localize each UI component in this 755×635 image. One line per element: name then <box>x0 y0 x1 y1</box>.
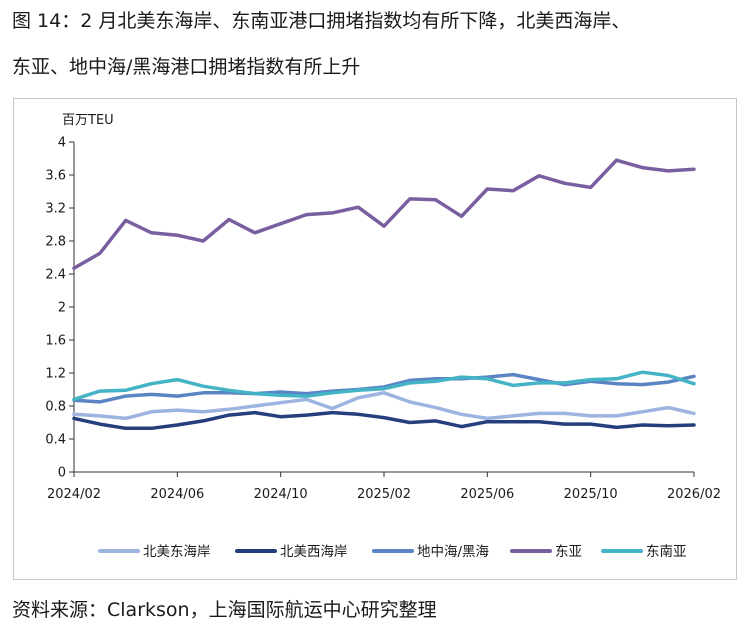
x-tick-label: 2025/02 <box>357 487 411 502</box>
y-tick-label: 2.8 <box>45 235 66 250</box>
y-tick-label: 0.8 <box>45 400 66 415</box>
y-tick-label: 2 <box>58 301 66 316</box>
y-tick-label: 1.2 <box>45 367 66 382</box>
series-line-0 <box>72 391 696 421</box>
y-tick-label: 0 <box>58 466 66 481</box>
y-tick-label: 1.6 <box>45 334 66 349</box>
x-tick-label: 2024/06 <box>150 487 204 502</box>
series-line-1 <box>72 410 696 431</box>
series-line-3 <box>72 158 696 270</box>
chart-title-line-2: 东亚、地中海/黑海港口拥堵指数有所上升 <box>12 56 361 78</box>
x-tick-label: 2024/10 <box>254 487 308 502</box>
y-tick-label: 2.4 <box>45 268 66 283</box>
x-tick-label: 2024/02 <box>47 487 101 502</box>
chart-title-line-1: 图 14：2 月北美东海岸、东南亚港口拥堵指数均有所下降，北美西海岸、 <box>12 10 631 32</box>
y-tick-label: 3.2 <box>45 202 66 217</box>
legend-label: 东南亚 <box>646 544 687 560</box>
source-note: 资料来源：Clarkson，上海国际航运中心研究整理 <box>12 599 437 621</box>
legend-label: 北美东海岸 <box>143 544 211 560</box>
y-tick-label: 0.4 <box>45 433 66 448</box>
x-tick-label: 2025/10 <box>564 487 618 502</box>
x-tick-label: 2025/06 <box>460 487 514 502</box>
y-tick-label: 4 <box>58 136 66 151</box>
y-tick-label: 3.6 <box>45 169 66 184</box>
legend-label: 东亚 <box>555 544 582 560</box>
y-axis-unit-label: 百万TEU <box>62 113 114 128</box>
legend-label: 北美西海岸 <box>280 544 348 560</box>
chart-frame <box>13 98 737 580</box>
series-line-4 <box>72 370 696 402</box>
legend-label: 地中海/黑海 <box>417 544 489 560</box>
x-tick-label: 2026/02 <box>667 487 721 502</box>
